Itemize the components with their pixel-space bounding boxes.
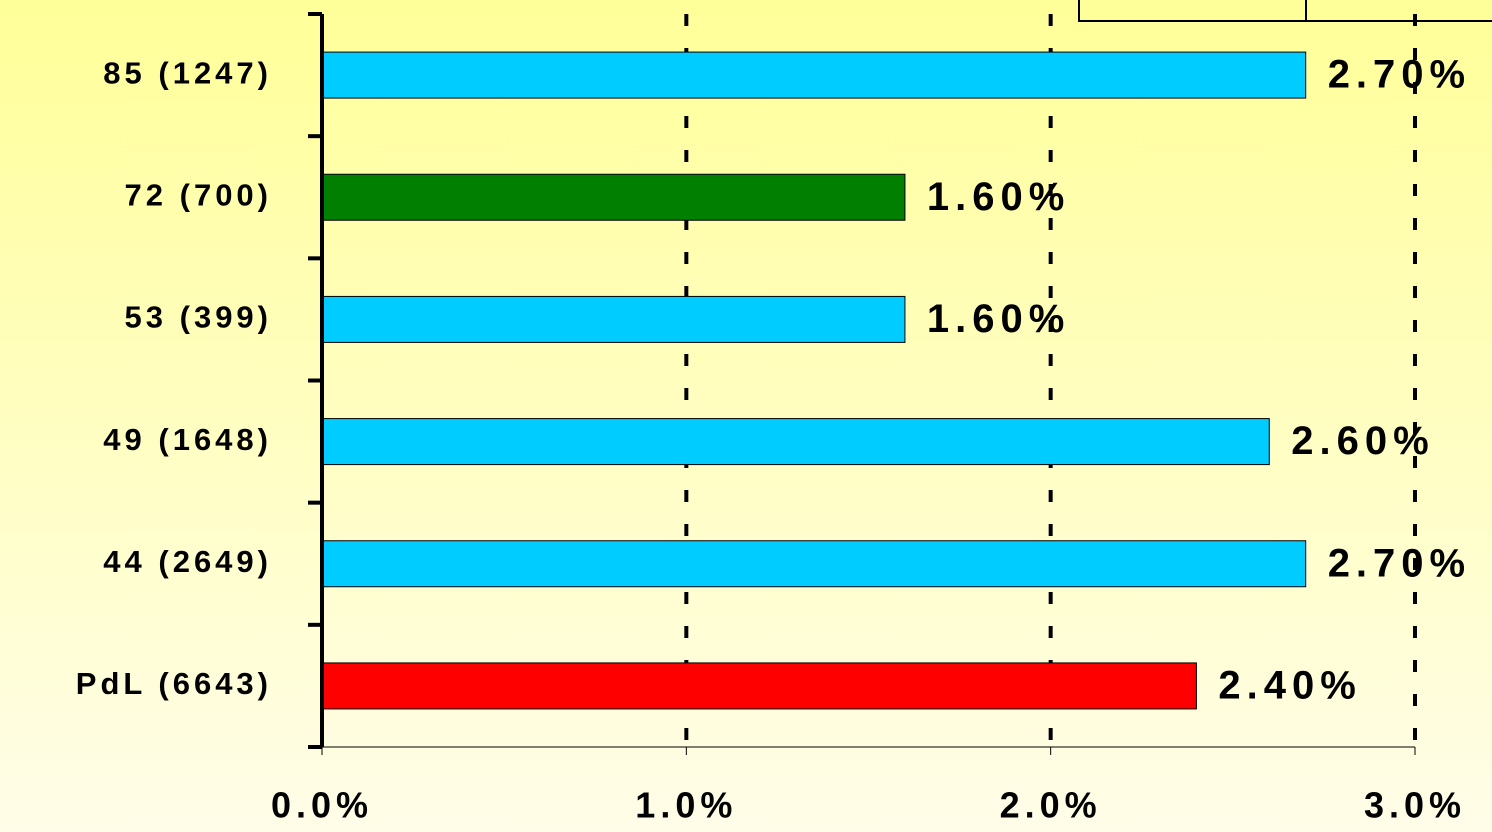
bar: [321, 418, 1270, 466]
y-tick-label: 72 (700): [125, 177, 272, 212]
x-tick-label: 0.0%: [271, 785, 373, 826]
y-tick-label: PdL (6643): [76, 666, 272, 701]
value-label: 2.60%: [1291, 419, 1434, 463]
bar: [321, 540, 1307, 588]
value-label: 2.70%: [1328, 53, 1471, 97]
table-box: [1078, 0, 1492, 22]
value-label: 2.40%: [1218, 663, 1361, 707]
x-tick-label: 3.0%: [1364, 785, 1466, 826]
value-label: 1.60%: [927, 175, 1070, 219]
bar: [321, 662, 1197, 710]
x-tick-label: 2.0%: [1000, 785, 1102, 826]
value-label: 1.60%: [927, 297, 1070, 341]
y-tick-label: 44 (2649): [103, 544, 272, 579]
y-tick-label: 49 (1648): [103, 422, 272, 457]
value-label: 2.70%: [1328, 541, 1471, 585]
bar: [321, 295, 906, 343]
y-tick-label: 85 (1247): [103, 55, 272, 90]
bar: [321, 51, 1307, 99]
x-tick-label: 1.0%: [635, 785, 737, 826]
bar: [321, 173, 906, 221]
inset-table: [1078, 0, 1492, 22]
y-tick-label: 53 (399): [125, 300, 272, 335]
